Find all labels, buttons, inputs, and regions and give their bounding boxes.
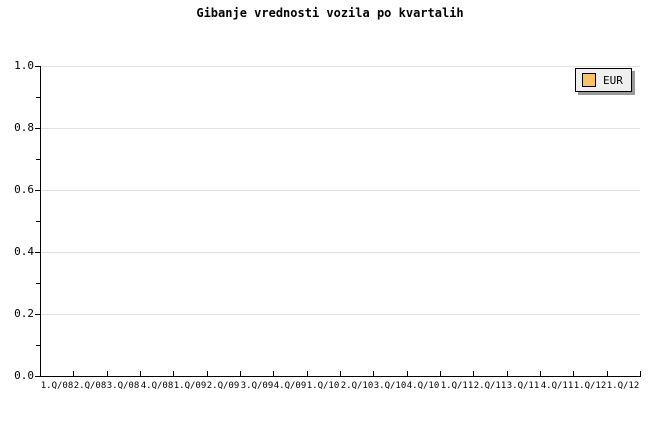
x-tick-18 [640,371,641,376]
gridline-y-0.6 [41,190,640,191]
x-axis-label-11: 3.Q/10 [373,381,407,391]
y-major-tick-1.0 [35,66,40,67]
y-axis-label-0.4: 0.4 [14,245,34,258]
gridline-y-0.8 [41,128,640,129]
x-tick-16 [573,371,574,376]
x-axis-label-13: 1.Q/11 [440,381,474,391]
x-axis-label-1: 1.Q/08 [40,381,74,391]
gridline-y-0.4 [41,252,640,253]
chart-title: Gibanje vrednosti vozila po kvartalih [196,6,464,20]
y-minor-tick [36,345,40,346]
x-axis-label-17: 1.Q/12 [573,381,607,391]
y-major-tick-0.6 [35,190,40,191]
x-axis-label-18: 1.Q/12 [606,381,640,391]
x-axis-label-2: 2.Q/08 [73,381,107,391]
legend-label-eur: EUR [603,73,623,87]
y-minor-tick [36,221,40,222]
y-major-tick-0.4 [35,252,40,253]
x-tick-3 [140,371,141,376]
x-tick-4 [173,371,174,376]
x-tick-5 [207,371,208,376]
x-axis-label-14: 2.Q/11 [473,381,507,391]
x-axis-label-7: 3.Q/09 [240,381,274,391]
x-tick-10 [373,371,374,376]
x-axis-label-6: 2.Q/09 [206,381,240,391]
y-axis-label-0.8: 0.8 [14,121,34,134]
y-minor-tick [36,283,40,284]
x-axis-label-15: 3.Q/11 [506,381,540,391]
x-tick-2 [107,371,108,376]
x-tick-8 [307,371,308,376]
x-tick-14 [507,371,508,376]
gridline-y-0.2 [41,314,640,315]
x-axis-label-8: 4.Q/09 [273,381,307,391]
gridline-y-1.0 [41,66,640,67]
x-tick-12 [440,371,441,376]
legend-swatch-eur [582,73,596,87]
y-minor-tick [36,159,40,160]
x-tick-11 [407,371,408,376]
x-axis-label-12: 4.Q/10 [406,381,440,391]
x-axis-label-3: 3.Q/08 [106,381,140,391]
y-major-tick-0.8 [35,128,40,129]
x-axis-line [40,376,641,377]
x-axis-label-16: 4.Q/11 [540,381,574,391]
x-tick-15 [540,371,541,376]
x-tick-17 [607,371,608,376]
legend: EUR [575,68,632,92]
x-tick-13 [473,371,474,376]
x-tick-6 [240,371,241,376]
y-axis-label-0.6: 0.6 [14,183,34,196]
x-axis-label-4: 4.Q/08 [140,381,174,391]
y-minor-tick [36,97,40,98]
y-major-tick-0.0 [35,376,40,377]
y-axis-label-0.2: 0.2 [14,307,34,320]
y-major-tick-0.2 [35,314,40,315]
x-tick-1 [73,371,74,376]
y-axis-line [40,66,41,377]
x-tick-7 [273,371,274,376]
x-axis-label-5: 1.Q/09 [173,381,207,391]
y-axis-label-1.0: 1.0 [14,59,34,72]
y-axis-label-0.0: 0.0 [14,369,34,382]
x-axis-label-9: 1.Q/10 [306,381,340,391]
x-axis-label-10: 2.Q/10 [340,381,374,391]
x-tick-9 [340,371,341,376]
